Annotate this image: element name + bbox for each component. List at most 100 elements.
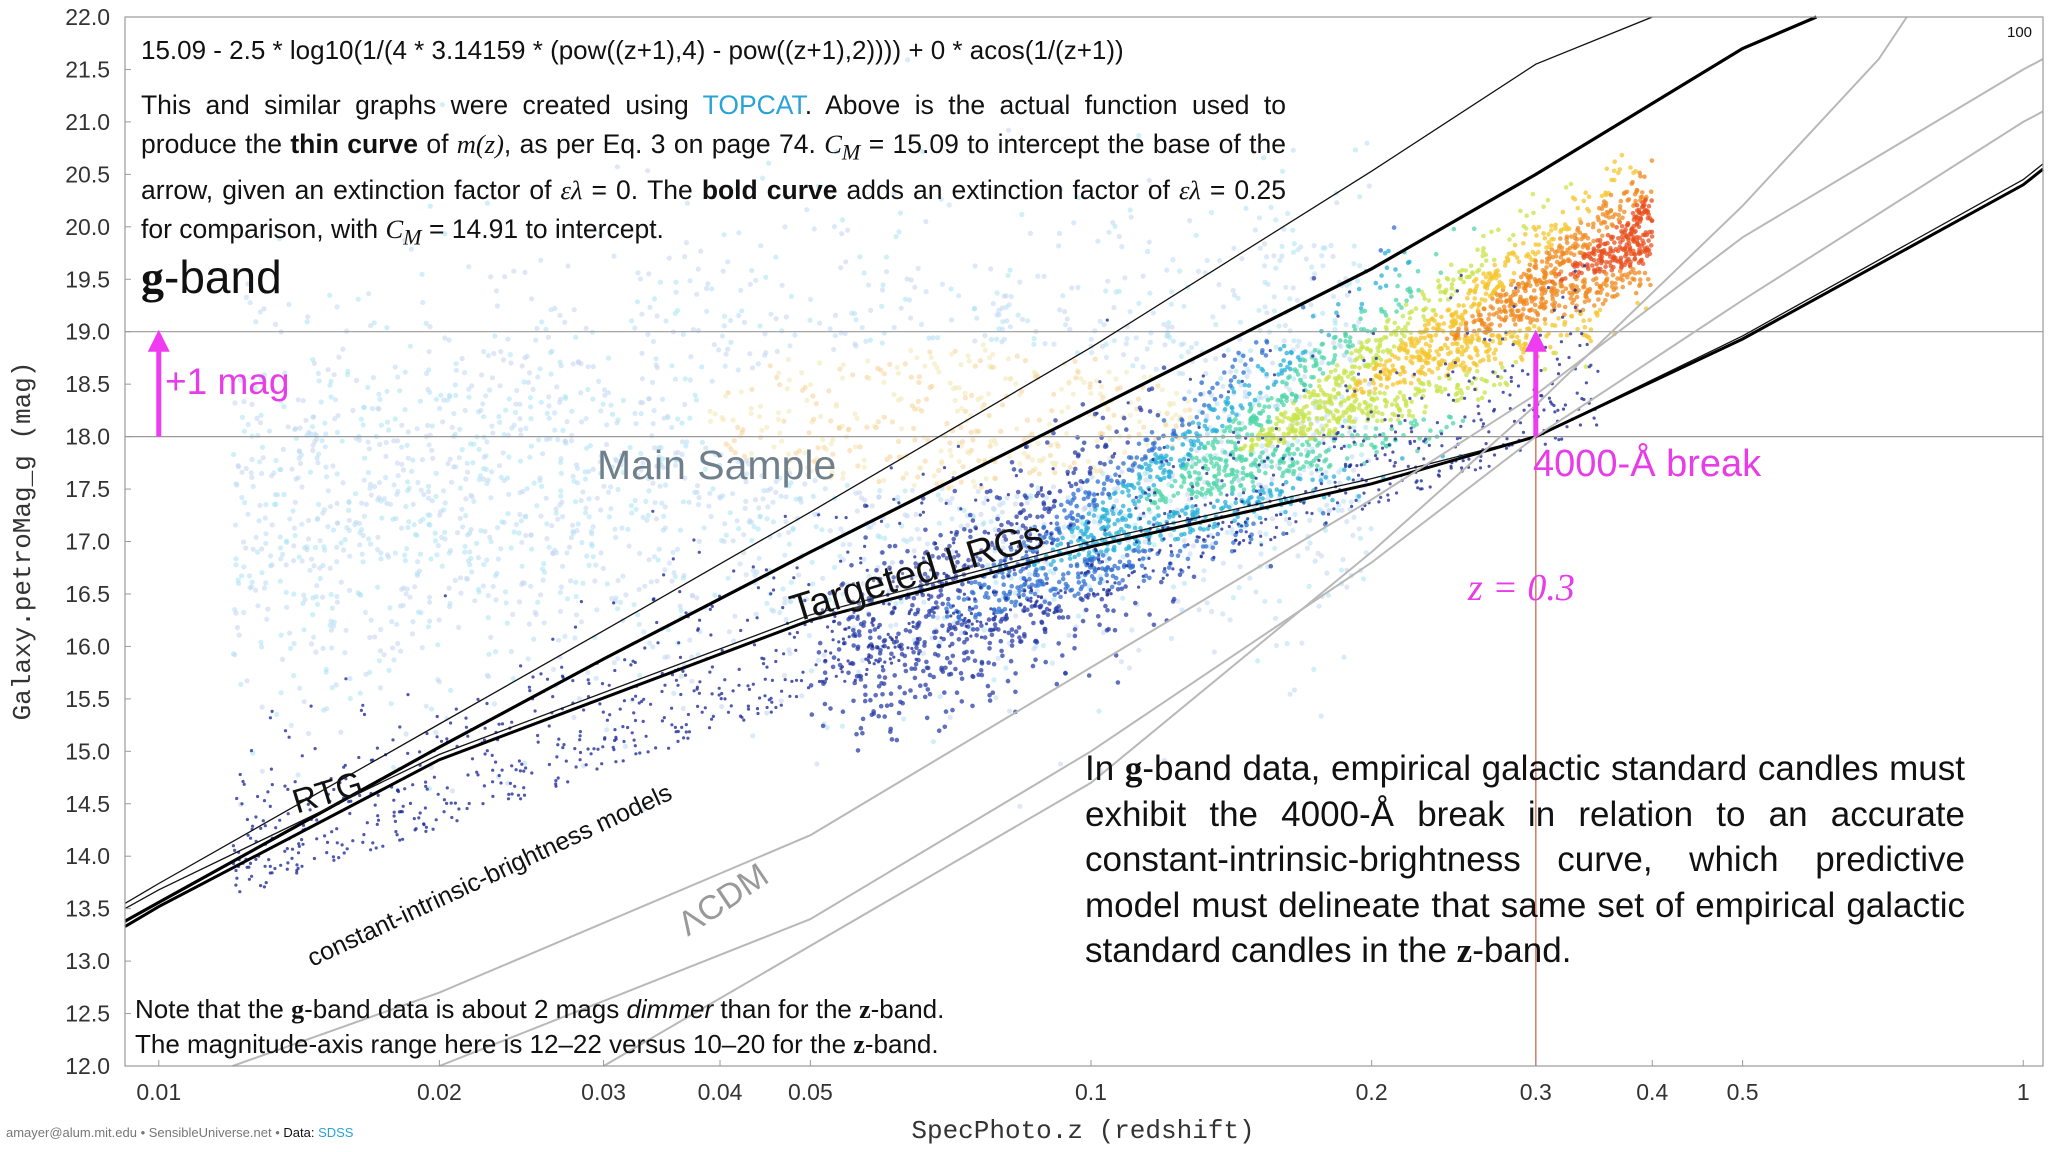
density-point [1307, 341, 1313, 347]
density-point [699, 439, 706, 445]
density-point [254, 549, 261, 555]
density-point [790, 527, 796, 533]
density-point [1388, 417, 1393, 423]
density-point [327, 504, 334, 510]
density-point [1498, 375, 1504, 380]
density-point [845, 227, 851, 233]
density-point [417, 398, 423, 404]
density-point [1197, 445, 1202, 451]
density-point [1334, 200, 1340, 206]
density-point [778, 493, 784, 499]
density-point [695, 327, 702, 334]
density-point [458, 590, 464, 596]
density-point [727, 510, 733, 516]
density-point [1295, 247, 1301, 253]
density-point [1194, 414, 1199, 420]
density-point [427, 599, 433, 605]
density-point [1056, 243, 1062, 249]
density-point [903, 668, 909, 674]
density-point [332, 416, 338, 422]
density-point [1081, 379, 1087, 385]
density-point [750, 733, 756, 739]
density-point [918, 683, 923, 688]
density-point [387, 501, 394, 507]
density-point [1378, 376, 1383, 382]
density-point [1232, 357, 1238, 363]
density-point [1105, 406, 1111, 412]
density-point [755, 361, 761, 367]
density-point [597, 231, 603, 237]
density-point [502, 274, 508, 280]
density-point [1648, 189, 1654, 194]
density-point [360, 422, 366, 428]
density-point [540, 577, 546, 583]
density-point [736, 230, 742, 236]
density-point [1379, 273, 1384, 278]
density-point [645, 331, 651, 337]
density-point [761, 488, 767, 494]
density-point [829, 469, 835, 475]
density-point [865, 358, 871, 364]
density-point [1344, 456, 1350, 461]
density-point [277, 578, 283, 584]
density-point [881, 477, 887, 483]
density-point [1521, 271, 1526, 277]
density-point [263, 501, 269, 508]
density-point [1220, 304, 1227, 310]
density-point [328, 618, 334, 624]
density-point [757, 434, 764, 441]
density-point [921, 668, 926, 674]
density-point [666, 255, 672, 261]
density-point [506, 396, 512, 402]
density-point [1072, 593, 1077, 599]
density-point [950, 386, 957, 392]
density-point [1179, 484, 1184, 489]
density-point [1170, 338, 1176, 344]
density-point [1319, 360, 1325, 366]
density-point [1359, 390, 1365, 395]
density-point [549, 523, 555, 529]
density-point [1644, 253, 1650, 259]
density-point [1320, 245, 1326, 251]
density-point [571, 307, 577, 313]
density-point [764, 600, 770, 607]
density-point [1368, 526, 1374, 532]
density-point [788, 598, 794, 605]
density-point [935, 335, 941, 341]
density-point [306, 429, 312, 435]
density-point [322, 444, 328, 450]
density-point [993, 695, 999, 701]
density-point [1508, 282, 1514, 288]
density-point [793, 496, 799, 502]
density-point [1413, 306, 1419, 311]
density-point [1180, 474, 1186, 480]
density-point [1009, 460, 1015, 465]
density-point [311, 563, 317, 569]
density-point [1185, 349, 1191, 355]
density-point [519, 563, 525, 569]
density-point [654, 313, 660, 319]
density-point [804, 207, 810, 213]
density-point [1316, 603, 1322, 609]
density-point [915, 474, 921, 480]
density-point [1464, 372, 1469, 378]
density-point [695, 502, 702, 508]
density-point [1515, 334, 1520, 340]
density-point [1092, 356, 1098, 362]
density-point [598, 453, 604, 459]
density-point [476, 589, 482, 595]
density-point [531, 480, 537, 486]
density-point [1049, 460, 1056, 466]
density-point [1237, 564, 1243, 570]
density-point [560, 427, 566, 433]
density-point [347, 553, 353, 559]
density-point [1097, 460, 1103, 466]
density-point [409, 468, 415, 474]
density-point [783, 519, 789, 525]
density-point [1086, 511, 1092, 516]
density-point [1603, 264, 1608, 270]
density-point [1237, 426, 1242, 432]
density-point [892, 673, 897, 678]
density-point [1113, 498, 1119, 504]
density-point [318, 399, 324, 405]
